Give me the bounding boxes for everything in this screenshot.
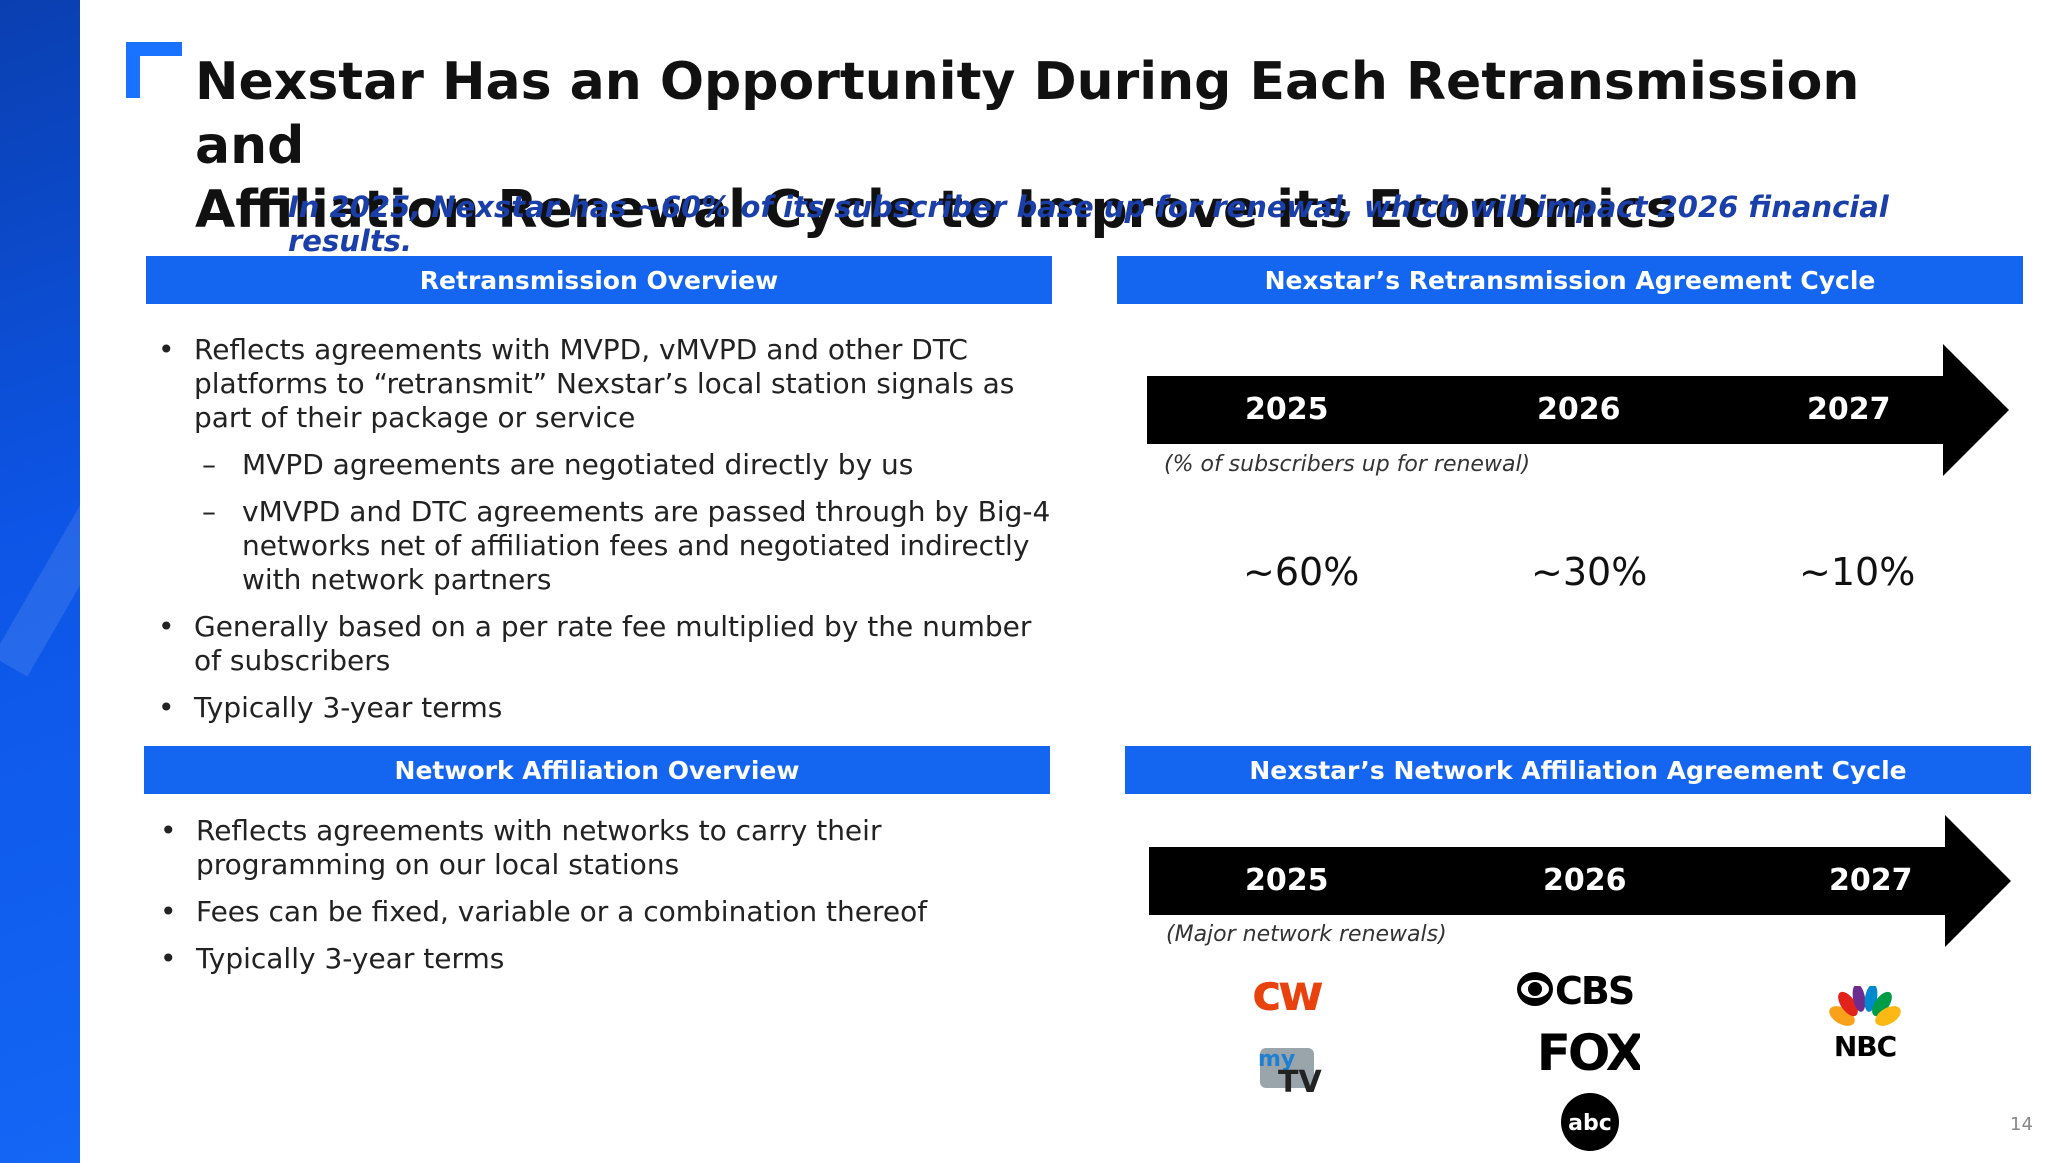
retrans-bullet-3: Typically 3-year terms [152,691,1052,725]
retrans-overview-header: Retransmission Overview [146,256,1052,304]
mytv-logo-my: my [1258,1047,1295,1072]
retrans-overview-bullets: Reflects agreements with MVPD, vMVPD and… [152,333,1052,738]
left-sidebar-band [0,0,80,1163]
page-number: 14 [2010,1114,2033,1135]
retrans-bullet-1a: MVPD agreements are negotiated directly … [152,448,1052,482]
retrans-year-2025: 2025 [1245,392,1329,427]
retrans-cycle-arrow: 2025 2026 2027 [1147,344,2013,476]
retrans-pct-2026: ~30% [1531,550,1648,594]
retrans-pct-2027: ~10% [1799,550,1916,594]
mytv-logo-tv: TV [1278,1065,1322,1096]
affil-overview-bullets: Reflects agreements with networks to car… [154,814,1054,989]
slide-subtitle: In 2025, Nexstar has ~60% of its subscri… [288,190,1889,258]
cbs-logo-text: CBS [1555,969,1633,1012]
retrans-pct-2025: ~60% [1243,550,1360,594]
fox-logo-text: FOX [1538,1024,1640,1076]
title-line-2: Affiliation Renewal Cycle to Improve its… [195,180,1677,240]
corner-bracket-mark [126,42,182,98]
affil-overview-header: Network Affiliation Overview [144,746,1050,794]
cbs-logo: CBS [1515,966,1643,1013]
retrans-bullet-2: Generally based on a per rate fee multip… [152,610,1052,678]
fox-logo: FOX [1537,1024,1647,1082]
affil-year-2025: 2025 [1245,863,1329,898]
abc-logo-text: abc [1568,1111,1612,1136]
affil-bullet-2: Fees can be fixed, variable or a combina… [154,895,1054,929]
mytv-logo: my TV [1254,1040,1328,1100]
affil-cycle-arrow: 2025 2026 2027 [1149,815,2015,947]
affil-bullet-3: Typically 3-year terms [154,942,1054,976]
nbc-logo: NBC [1828,984,1902,1063]
nbc-peacock-icon [1829,984,1901,1026]
retrans-year-2027: 2027 [1807,392,1891,427]
sidebar-streak [0,483,80,677]
affil-year-2026: 2026 [1543,863,1627,898]
affil-year-2027: 2027 [1829,863,1913,898]
cw-logo: cw [1240,964,1332,1022]
affil-bullet-1: Reflects agreements with networks to car… [154,814,1054,882]
retrans-bullet-1: Reflects agreements with MVPD, vMVPD and… [152,333,1052,435]
nbc-logo-text: NBC [1834,1030,1896,1060]
affil-cycle-header: Nexstar’s Network Affiliation Agreement … [1125,746,2031,794]
abc-logo: abc [1560,1092,1620,1152]
retrans-year-2026: 2026 [1537,392,1621,427]
cw-logo-text: cw [1252,968,1323,1018]
retrans-bullet-1b: vMVPD and DTC agreements are passed thro… [152,495,1052,597]
affil-cycle-note: (Major network renewals) [1166,922,1447,947]
title-line-1: Nexstar Has an Opportunity During Each R… [195,52,1860,176]
retrans-cycle-header: Nexstar’s Retransmission Agreement Cycle [1117,256,2023,304]
retrans-cycle-note: (% of subscribers up for renewal) [1164,452,1531,477]
slide-title: Nexstar Has an Opportunity During Each R… [195,50,1895,242]
